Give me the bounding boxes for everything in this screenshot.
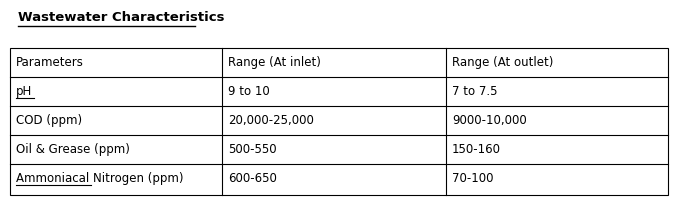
Bar — [10, 48, 668, 195]
Text: 20,000-25,000: 20,000-25,000 — [228, 114, 314, 127]
Text: 7 to 7.5: 7 to 7.5 — [452, 85, 498, 98]
Text: 9000-10,000: 9000-10,000 — [452, 114, 527, 127]
Text: 500-550: 500-550 — [228, 143, 277, 156]
Text: 150-160: 150-160 — [452, 143, 501, 156]
Text: Wastewater Characteristics: Wastewater Characteristics — [18, 11, 224, 24]
Text: 9 to 10: 9 to 10 — [228, 85, 270, 98]
Text: pH: pH — [16, 85, 32, 98]
Text: Ammoniacal Nitrogen (ppm): Ammoniacal Nitrogen (ppm) — [16, 172, 184, 185]
Text: Parameters: Parameters — [16, 56, 84, 69]
Text: Range (At inlet): Range (At inlet) — [228, 56, 321, 69]
Text: 70-100: 70-100 — [452, 172, 493, 185]
Text: COD (ppm): COD (ppm) — [16, 114, 82, 127]
Text: Oil & Grease (ppm): Oil & Grease (ppm) — [16, 143, 130, 156]
Text: Range (At outlet): Range (At outlet) — [452, 56, 554, 69]
Text: 600-650: 600-650 — [228, 172, 277, 185]
